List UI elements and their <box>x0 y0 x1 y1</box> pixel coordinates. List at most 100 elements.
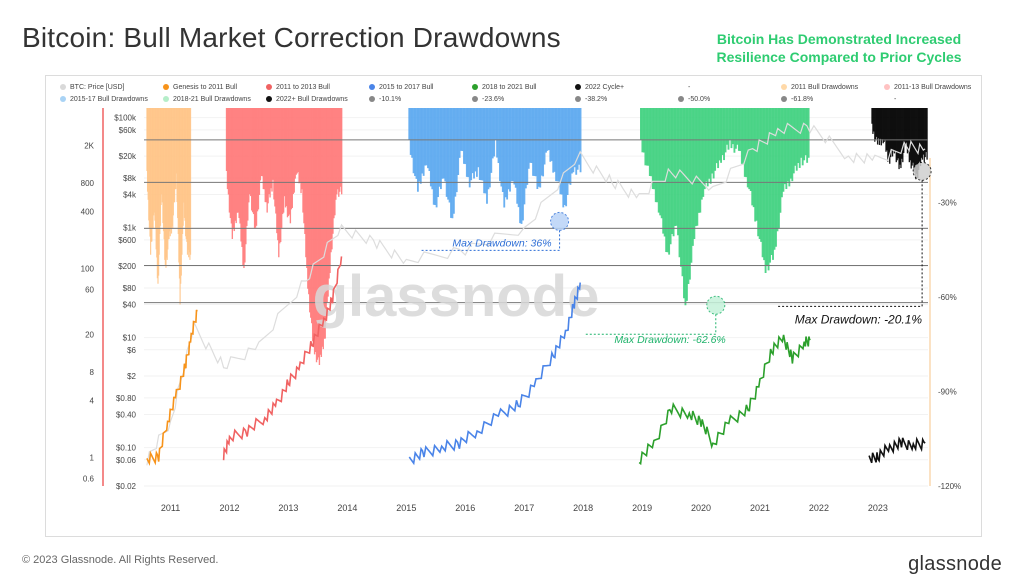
legend-label: -38.2% <box>585 96 608 103</box>
legend-label: 2022+ Bull Drawdowns <box>276 96 348 103</box>
y-outer-tick-label: 1 <box>90 454 95 463</box>
y-outer-tick-label: 0.6 <box>83 475 95 484</box>
y-outer-tick-label: 800 <box>81 179 95 188</box>
legend-swatch <box>781 84 787 90</box>
y-inner-tick-label: $0.02 <box>116 482 137 491</box>
legend-item[interactable]: 2011-13 Bull Drawdowns <box>884 84 971 91</box>
legend-swatch <box>575 84 581 90</box>
legend-item[interactable]: -10.1% <box>369 96 401 103</box>
legend-item[interactable]: -23.6% <box>472 96 504 103</box>
legend-swatch <box>575 96 581 102</box>
y-inner-tick-label: $10 <box>123 334 137 343</box>
legend-item[interactable]: 2011 Bull Drawdowns <box>781 84 858 91</box>
annotation-leader <box>585 314 717 335</box>
legend-item[interactable]: -38.2% <box>575 96 607 103</box>
chart-svg: glassnode 2K 800 400 100 60 20 8 4 1 0.6 $100k $60k… <box>81 108 961 513</box>
legend-swatch <box>60 96 66 102</box>
y-outer-tick-label: 20 <box>85 331 94 340</box>
x-tick-label: 2020 <box>691 503 711 513</box>
y-outer-tick-label: 400 <box>81 208 95 217</box>
legend-label: -61.8% <box>791 96 814 103</box>
max-drawdown-marker <box>706 295 726 315</box>
legend-label: Genesis to 2011 Bull <box>173 84 238 91</box>
legend-item[interactable]: BTC: Price [USD] <box>60 84 124 91</box>
legend-label: -23.6% <box>482 96 505 103</box>
legend-item[interactable]: 2018 to 2021 Bull <box>472 84 537 91</box>
series-line <box>222 256 343 461</box>
legend-swatch <box>266 96 272 102</box>
legend-item[interactable]: -50.0% <box>678 96 710 103</box>
legend-swatch <box>884 84 890 90</box>
legend-swatch <box>781 96 787 102</box>
legend-item[interactable]: 2018-21 Bull Drawdowns <box>163 96 251 103</box>
x-tick-label: 2014 <box>337 503 357 513</box>
legend-item[interactable]: 2022+ Bull Drawdowns <box>266 96 348 103</box>
legend-label: BTC: Price [USD] <box>70 84 125 91</box>
legend-label: - <box>894 96 897 103</box>
legend-label: 2015-17 Bull Drawdowns <box>70 96 148 103</box>
x-tick-label: 2023 <box>868 503 888 513</box>
y-inner-tick-label: $0.80 <box>116 394 137 403</box>
subtitle-line-1: Bitcoin Has Demonstrated Increased <box>716 31 962 47</box>
legend-item[interactable]: 2022 Cycle+ <box>575 84 624 91</box>
y-inner-tick-label: $2 <box>127 372 136 381</box>
price-series <box>146 122 926 466</box>
legend-item[interactable]: -61.8% <box>781 96 813 103</box>
legend-swatch <box>472 84 478 90</box>
legend-label: 2018 to 2021 Bull <box>482 84 537 91</box>
legend-item[interactable]: 2015 to 2017 Bull <box>369 84 434 91</box>
legend-swatch <box>163 96 169 102</box>
legend-swatch <box>472 96 478 102</box>
legend-item[interactable]: - <box>678 84 690 91</box>
y-outer-tick-label: 60 <box>85 286 94 295</box>
subtitle-line-2: Resilience Compared to Prior Cycles <box>716 49 962 65</box>
max-drawdown-marker <box>550 211 570 231</box>
legend-item[interactable]: Genesis to 2011 Bull <box>163 84 237 91</box>
axes: 2K 800 400 100 60 20 8 4 1 0.6 $100k $60k $20k $8k $4k… <box>81 108 961 513</box>
y-outer-tick-label: 4 <box>90 397 95 406</box>
x-tick-label: 2013 <box>278 503 298 513</box>
max-drawdown-label: Max Drawdown: -62.6% <box>614 334 725 346</box>
y-inner-tick-label: $20k <box>119 152 137 161</box>
legend-label: 2015 to 2017 Bull <box>379 84 434 91</box>
y-inner-tick-label: $6 <box>127 346 136 355</box>
legend-swatch <box>163 84 169 90</box>
max-drawdown-label: Max Drawdown: 36% <box>452 237 551 249</box>
y-inner-tick-label: $0.06 <box>116 456 137 465</box>
brand-logo-text: glassnode <box>908 553 1002 575</box>
chart-title: Bitcoin: Bull Market Correction Drawdown… <box>22 22 561 53</box>
legend-item[interactable]: - <box>884 96 896 103</box>
annotation-leader <box>777 180 923 307</box>
x-tick-label: 2022 <box>809 503 829 513</box>
y-right-tick-label: -90% <box>938 388 957 397</box>
max-drawdown-label: Max Drawdown: -20.1% <box>795 312 923 326</box>
fib-levels <box>144 139 928 304</box>
x-tick-label: 2016 <box>455 503 475 513</box>
x-tick-label: 2021 <box>750 503 770 513</box>
series-line <box>638 334 811 466</box>
y-inner-tick-label: $100k <box>114 114 137 123</box>
y-inner-tick-label: $600 <box>118 236 136 245</box>
legend-swatch <box>678 96 684 102</box>
y-right-tick-label: -30% <box>938 199 957 208</box>
y-right-tick-label: -120% <box>938 482 961 491</box>
series-line <box>868 435 926 464</box>
y-outer-tick-label: 2K <box>84 142 94 151</box>
x-tick-label: 2017 <box>514 503 534 513</box>
legend-label: 2018-21 Bull Drawdowns <box>173 96 251 103</box>
chart-frame: BTC: Price [USD] Genesis to 2011 Bull 2011… <box>45 75 982 537</box>
chart-subtitle: Bitcoin Has Demonstrated Increased Resil… <box>694 30 984 66</box>
x-tick-label: 2011 <box>161 503 180 513</box>
legend-label: 2011-13 Bull Drawdowns <box>894 84 972 91</box>
x-tick-label: 2019 <box>632 503 652 513</box>
legend-item[interactable]: 2011 to 2013 Bull <box>266 84 330 91</box>
y-inner-tick-label: $40 <box>123 301 137 310</box>
legend-swatch <box>369 84 375 90</box>
annotations: Max Drawdown: 36% Max Drawdown: -62.6% Max… <box>421 161 932 346</box>
series-line <box>146 122 926 466</box>
legend-item[interactable]: 2015-17 Bull Drawdowns <box>60 96 148 103</box>
series-line <box>146 309 198 466</box>
y-inner-tick-label: $60k <box>119 126 137 135</box>
x-tick-label: 2018 <box>573 503 593 513</box>
y-outer-tick-label: 100 <box>81 265 95 274</box>
